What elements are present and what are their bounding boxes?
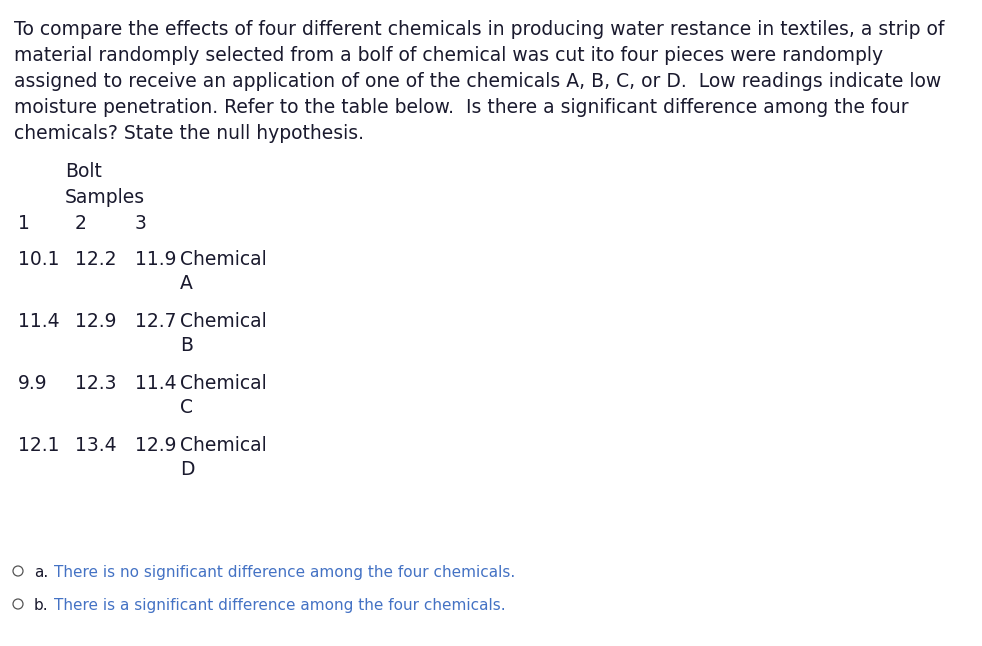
- Text: 1: 1: [18, 214, 29, 233]
- Text: D: D: [180, 460, 194, 479]
- Text: 12.9: 12.9: [135, 436, 177, 455]
- Text: 11.9: 11.9: [135, 250, 177, 269]
- Text: B: B: [180, 336, 193, 355]
- Text: 12.1: 12.1: [18, 436, 60, 455]
- Text: 11.4: 11.4: [135, 374, 177, 393]
- Text: b.: b.: [34, 598, 49, 613]
- Text: C: C: [180, 398, 193, 417]
- Text: To compare the effects of four different chemicals in producing water restance i: To compare the effects of four different…: [14, 20, 945, 39]
- Text: 12.2: 12.2: [75, 250, 117, 269]
- Text: Chemical: Chemical: [180, 250, 267, 269]
- Text: 2: 2: [75, 214, 86, 233]
- Text: A: A: [180, 274, 192, 293]
- Text: material randomply selected from a bolf of chemical was cut ito four pieces were: material randomply selected from a bolf …: [14, 46, 883, 65]
- Text: 12.7: 12.7: [135, 312, 177, 331]
- Text: There is no significant difference among the four chemicals.: There is no significant difference among…: [54, 565, 516, 580]
- Text: chemicals? State the null hypothesis.: chemicals? State the null hypothesis.: [14, 124, 364, 143]
- Text: Bolt: Bolt: [65, 162, 102, 181]
- Text: Chemical: Chemical: [180, 312, 267, 331]
- Text: assigned to receive an application of one of the chemicals A, B, C, or D.  Low r: assigned to receive an application of on…: [14, 72, 942, 91]
- Text: a.: a.: [34, 565, 48, 580]
- Text: Chemical: Chemical: [180, 374, 267, 393]
- Text: 13.4: 13.4: [75, 436, 117, 455]
- Text: Chemical: Chemical: [180, 436, 267, 455]
- Text: Samples: Samples: [65, 188, 145, 207]
- Text: 12.3: 12.3: [75, 374, 117, 393]
- Text: moisture penetration. Refer to the table below.  Is there a significant differen: moisture penetration. Refer to the table…: [14, 98, 908, 117]
- Text: There is a significant difference among the four chemicals.: There is a significant difference among …: [54, 598, 506, 613]
- Text: 11.4: 11.4: [18, 312, 60, 331]
- Text: 10.1: 10.1: [18, 250, 60, 269]
- Text: 9.9: 9.9: [18, 374, 47, 393]
- Text: 12.9: 12.9: [75, 312, 117, 331]
- Text: 3: 3: [135, 214, 147, 233]
